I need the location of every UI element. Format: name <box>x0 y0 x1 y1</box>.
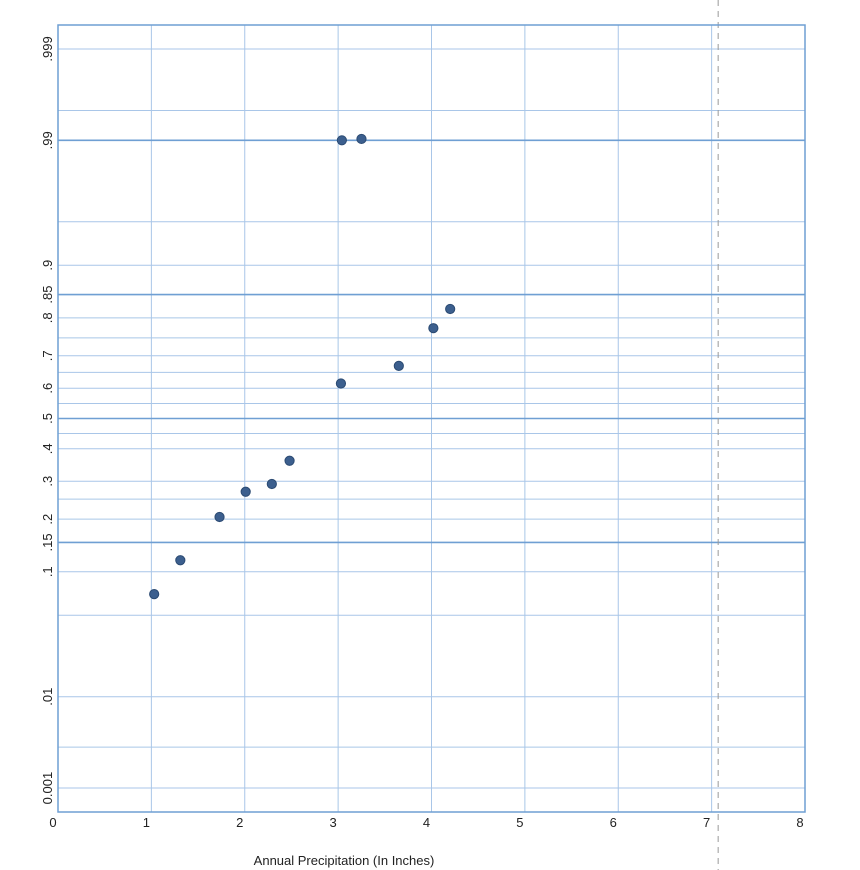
data-point <box>393 360 404 371</box>
data-points <box>149 133 456 600</box>
x-tick-label: 5 <box>516 815 523 830</box>
data-point <box>335 378 347 389</box>
x-tick-label: 1 <box>143 815 150 830</box>
plot-area-frame <box>57 24 806 813</box>
y-tick-label: .5 <box>40 413 55 424</box>
x-tick-label: 4 <box>423 815 430 830</box>
x-axis-tick-labels: 0 1 2 3 4 5 6 7 8 <box>49 815 803 830</box>
data-point <box>214 511 225 523</box>
data-point <box>175 555 186 566</box>
data-point <box>428 323 439 334</box>
y-tick-label: .9 <box>40 260 55 271</box>
y-tick-label: .7 <box>40 350 55 361</box>
data-point <box>445 303 456 315</box>
y-tick-label: 0.001 <box>40 772 55 805</box>
x-tick-label: 6 <box>610 815 617 830</box>
y-tick-label: .4 <box>40 443 55 454</box>
data-point <box>149 588 160 600</box>
data-point <box>336 135 347 146</box>
data-point <box>240 486 251 497</box>
y-tick-label: .99 <box>40 131 55 149</box>
data-point <box>266 478 277 490</box>
x-axis-label: Annual Precipitation (In Inches) <box>254 853 435 868</box>
y-tick-label: .01 <box>40 688 55 706</box>
y-tick-label: .85 <box>40 286 55 304</box>
x-tick-label: 2 <box>236 815 243 830</box>
y-tick-label: .999 <box>40 36 55 61</box>
data-point <box>284 455 295 466</box>
x-tick-label: 3 <box>330 815 337 830</box>
x-tick-label: 8 <box>796 815 803 830</box>
y-tick-label: .15 <box>40 533 55 551</box>
y-tick-label: .1 <box>40 566 55 577</box>
y-tick-label: .6 <box>40 383 55 394</box>
y-tick-label: .8 <box>40 312 55 323</box>
y-axis-tick-labels: 0.001 .01 .1 .15 .2 .3 .4 .5 .6 .7 .8 .85 .9 .99 .999 <box>40 36 55 804</box>
grid <box>58 25 805 812</box>
data-point <box>356 133 367 145</box>
y-tick-label: .3 <box>40 476 55 487</box>
y-tick-label: .2 <box>40 514 55 525</box>
x-tick-label: 0 <box>49 815 56 830</box>
x-tick-label: 7 <box>703 815 710 830</box>
